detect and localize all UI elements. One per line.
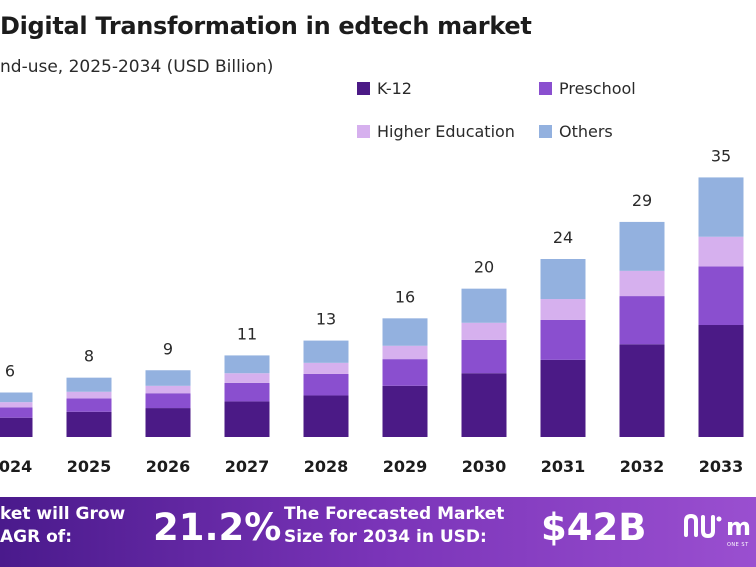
x-tick-label-2029: 2029 <box>383 457 428 476</box>
legend-swatch-k12 <box>357 82 370 95</box>
summary-banner: ket will Grow AGR of: 21.2% The Forecast… <box>0 497 756 567</box>
bar-segment-others-2031 <box>540 259 586 300</box>
bar-segment-preschool-2029 <box>382 359 428 386</box>
bar-segment-higher-education-2027 <box>224 373 270 383</box>
bar-segment-others-2025 <box>66 377 112 392</box>
bar-segment-higher-education-2029 <box>382 345 428 360</box>
forecast-value: $42B <box>541 506 647 549</box>
forecast-label: The Forecasted Market Size for 2034 in U… <box>284 503 504 549</box>
forecast-label-line1: The Forecasted Market <box>284 504 505 524</box>
bar-segment-k-12-2027 <box>224 401 270 437</box>
bar-segment-higher-education-2026 <box>145 385 191 394</box>
total-label-2032: 29 <box>632 191 652 210</box>
x-tick-label-2032: 2032 <box>620 457 665 476</box>
total-label-2026: 9 <box>163 339 173 358</box>
bar-segment-k-12-2030 <box>461 373 507 437</box>
bar-segment-preschool-2028 <box>303 373 349 396</box>
total-label-2027: 11 <box>237 324 257 343</box>
logo-mark-icon <box>684 513 722 539</box>
legend-swatch-higher-education <box>357 125 370 138</box>
cagr-label-line2: AGR of: <box>0 527 72 547</box>
bar-segment-higher-education-2028 <box>303 362 349 374</box>
bar-segment-others-2033 <box>698 177 744 237</box>
bar-segment-k-12-2032 <box>619 344 665 437</box>
legend-swatch-preschool <box>539 82 552 95</box>
bar-segment-k-12-2029 <box>382 385 428 437</box>
forecast-label-line2: Size for 2034 in USD: <box>284 527 487 547</box>
x-tick-label-2026: 2026 <box>146 457 191 476</box>
legend-item-higher-education: Higher Education <box>357 122 515 141</box>
legend-item-k12: K-12 <box>357 79 412 98</box>
bar-segment-others-2029 <box>382 318 428 346</box>
legend-label: K-12 <box>377 79 412 98</box>
x-tick-label-2025: 2025 <box>67 457 112 476</box>
cagr-value: 21.2% <box>153 506 282 549</box>
total-label-2028: 13 <box>316 310 336 329</box>
legend-item-others: Others <box>539 122 613 141</box>
bar-segment-k-12-2024 <box>0 417 33 437</box>
bar-segment-others-2032 <box>619 221 665 271</box>
total-label-2024: 6 <box>5 362 15 381</box>
bar-segment-others-2027 <box>224 355 270 374</box>
bar-segment-preschool-2031 <box>540 319 586 360</box>
total-label-2030: 20 <box>474 258 494 277</box>
bar-segment-k-12-2026 <box>145 408 191 437</box>
brand-logo: m ONE ST <box>683 513 752 548</box>
bar-segment-preschool-2027 <box>224 382 270 402</box>
total-label-2033: 35 <box>711 146 731 165</box>
bar-segment-preschool-2026 <box>145 393 191 409</box>
bar-segment-higher-education-2031 <box>540 299 586 320</box>
bar-segment-others-2030 <box>461 288 507 323</box>
bar-segment-higher-education-2024 <box>0 402 33 408</box>
legend-label: Preschool <box>559 79 636 98</box>
bar-segment-higher-education-2030 <box>461 322 507 340</box>
logo-text: m <box>726 513 752 541</box>
bar-segment-k-12-2031 <box>540 359 586 437</box>
bar-segment-higher-education-2032 <box>619 270 665 297</box>
bar-segment-higher-education-2033 <box>698 236 744 267</box>
bar-segment-preschool-2033 <box>698 266 744 326</box>
cagr-label-line1: ket will Grow <box>0 504 126 524</box>
bar-segment-preschool-2032 <box>619 296 665 345</box>
bar-segment-k-12-2025 <box>66 411 112 437</box>
legend-item-preschool: Preschool <box>539 79 636 98</box>
legend-swatch-others <box>539 125 552 138</box>
cagr-label: ket will Grow AGR of: <box>0 503 125 549</box>
bar-segment-k-12-2028 <box>303 395 349 437</box>
total-label-2025: 8 <box>84 347 94 366</box>
legend-label: Higher Education <box>377 122 515 141</box>
bar-segment-preschool-2025 <box>66 398 112 412</box>
bar-segment-k-12-2033 <box>698 325 744 437</box>
bar-segment-others-2024 <box>0 392 33 403</box>
chart-title: Digital Transformation in edtech market <box>0 12 532 40</box>
chart-subtitle: nd-use, 2025-2034 (USD Billion) <box>0 57 274 77</box>
x-tick-label-2030: 2030 <box>462 457 507 476</box>
x-tick-label-2027: 2027 <box>225 457 270 476</box>
total-label-2031: 24 <box>553 228 573 247</box>
bar-segment-others-2028 <box>303 340 349 363</box>
x-tick-label-2031: 2031 <box>541 457 586 476</box>
bar-segment-others-2026 <box>145 370 191 386</box>
legend-label: Others <box>559 122 613 141</box>
bar-segment-preschool-2030 <box>461 339 507 374</box>
x-tick-label-2028: 2028 <box>304 457 349 476</box>
x-tick-label-2033: 2033 <box>699 457 744 476</box>
stacked-bar-chart: 6 2024 8 2025 9 2026 11 2027 13 2028 16 2029 20 2030 2… <box>0 146 744 476</box>
x-tick-label-2024: 2024 <box>0 457 32 476</box>
total-label-2029: 16 <box>395 287 415 306</box>
bar-segment-preschool-2024 <box>0 407 33 418</box>
logo-subtext: ONE ST <box>727 542 749 548</box>
bar-segment-higher-education-2025 <box>66 391 112 399</box>
